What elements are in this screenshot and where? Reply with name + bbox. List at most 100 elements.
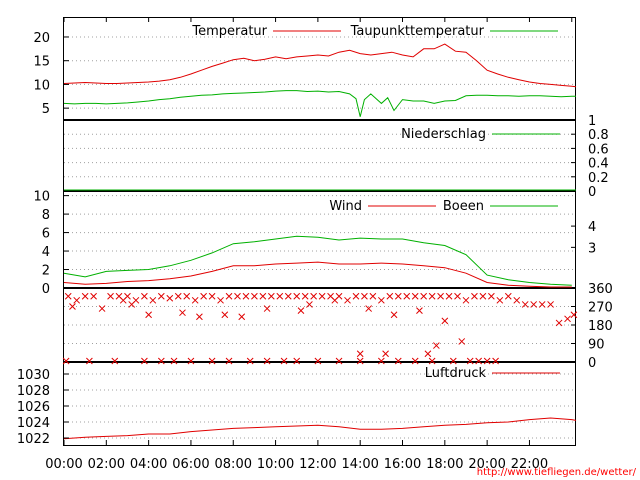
wind_direction-point bbox=[424, 350, 432, 358]
wind_direction-point bbox=[141, 357, 148, 365]
x-tick-label: 04:00 bbox=[130, 457, 167, 472]
wind_direction-point bbox=[81, 292, 89, 300]
wind_direction-point bbox=[98, 305, 106, 312]
wind_direction-point bbox=[128, 301, 136, 308]
wind_direction-point bbox=[365, 305, 373, 312]
wind_direction-point bbox=[225, 357, 233, 365]
wind_direction-point bbox=[73, 296, 81, 304]
x-tick-label: 16:00 bbox=[384, 457, 421, 472]
wind_direction-point bbox=[471, 292, 478, 300]
wind_direction-y-tick-label: 180 bbox=[588, 319, 613, 334]
wind_direction-point bbox=[394, 357, 402, 365]
x-tick-label: 14:00 bbox=[341, 457, 378, 472]
wind_direction-y-tick-label: 360 bbox=[588, 282, 613, 297]
wind_direction-point bbox=[437, 292, 444, 300]
wind-y-tick-label: 4 bbox=[42, 245, 50, 260]
wind_direction-point bbox=[433, 342, 440, 349]
wind_direction-point bbox=[416, 307, 423, 314]
series-layer bbox=[62, 43, 578, 440]
wind_direction-point bbox=[390, 311, 398, 319]
x-tick-label: 22:00 bbox=[511, 457, 548, 472]
wind_direction-point bbox=[69, 303, 76, 310]
wind_direction-point bbox=[378, 296, 385, 304]
x-tick-label: 02:00 bbox=[88, 457, 125, 472]
temperature-y-tick-label: 15 bbox=[33, 55, 50, 70]
temperature-y-tick-label: 20 bbox=[33, 31, 50, 46]
precipitation-y-tick-label: 0.8 bbox=[588, 128, 609, 143]
x-tick-label: 18:00 bbox=[426, 457, 463, 472]
wind_direction-point bbox=[454, 292, 461, 300]
wind_direction-point bbox=[183, 292, 191, 300]
wind-series-1-line bbox=[63, 261, 572, 288]
wind_direction-point bbox=[555, 319, 563, 327]
wind_direction-point bbox=[111, 357, 119, 365]
wind_direction-point bbox=[394, 292, 402, 300]
precipitation-legend-label: Niederschlag bbox=[401, 127, 486, 142]
wind_direction-point bbox=[174, 292, 182, 300]
wind_direction-y-tick-label: 0 bbox=[588, 356, 596, 371]
wind_direction-point bbox=[411, 292, 419, 300]
wind_direction-point bbox=[331, 296, 339, 304]
pressure-y-tick-label: 1030 bbox=[17, 368, 50, 383]
wind_direction-point bbox=[382, 350, 389, 358]
wind_direction-point bbox=[492, 357, 499, 365]
wind_direction-point bbox=[179, 309, 186, 317]
wind_direction-point bbox=[221, 311, 229, 319]
wind_direction-point bbox=[403, 292, 411, 300]
wind_direction-point bbox=[166, 294, 174, 302]
wind_direction-point bbox=[479, 292, 487, 300]
grid-layer bbox=[64, 36, 576, 439]
wind_direction-point bbox=[246, 357, 254, 365]
wind_direction-y-tick-label: 270 bbox=[588, 301, 613, 316]
wind_direction-y-tick-label: 90 bbox=[588, 338, 605, 353]
wind_direction-point bbox=[513, 296, 521, 304]
wind_direction-point bbox=[107, 292, 114, 300]
wind-y-tick-label: 0 bbox=[42, 282, 50, 297]
wind_direction-point bbox=[64, 292, 72, 300]
pressure-y-tick-label: 1028 bbox=[17, 384, 50, 399]
wind_direction-point bbox=[293, 292, 301, 300]
wind_direction-point bbox=[170, 357, 178, 365]
wind_direction-point bbox=[157, 357, 165, 365]
wind_direction-point bbox=[378, 357, 385, 365]
x-tick-label: 06:00 bbox=[172, 457, 209, 472]
wind_direction-point bbox=[284, 292, 292, 300]
temperature-series-2-line bbox=[63, 90, 576, 117]
wind_direction-point bbox=[458, 338, 466, 345]
wind_direction-point bbox=[356, 350, 364, 358]
wind_direction-point bbox=[225, 292, 233, 300]
wind_direction-point bbox=[386, 292, 394, 300]
wind_direction-point bbox=[428, 292, 436, 300]
wind_direction-point bbox=[187, 357, 195, 365]
wind_direction-point bbox=[267, 292, 275, 300]
wind_direction-point bbox=[369, 292, 377, 300]
wind_direction-point bbox=[475, 357, 483, 365]
wind-right-tick-label: 4 bbox=[588, 220, 596, 235]
wind_direction-point bbox=[352, 292, 360, 300]
precipitation-y-tick-label: 1 bbox=[588, 114, 596, 129]
wind-legend-label: Boeen bbox=[443, 199, 484, 214]
wind_direction-point bbox=[234, 292, 241, 300]
wind_direction-point bbox=[547, 301, 554, 308]
wind_direction-point bbox=[238, 313, 246, 321]
wind_direction-point bbox=[191, 296, 199, 304]
wind_direction-point bbox=[466, 357, 474, 365]
wind_direction-point bbox=[445, 292, 453, 300]
x-tick-label: 08:00 bbox=[215, 457, 252, 472]
wind_direction-point bbox=[521, 301, 529, 308]
wind_direction-point bbox=[530, 301, 538, 308]
wind_direction-point bbox=[280, 357, 288, 365]
wind_direction-point bbox=[483, 357, 491, 365]
wind_direction-point bbox=[356, 357, 364, 365]
wind_direction-point bbox=[301, 292, 309, 300]
wind_direction-point bbox=[200, 292, 207, 300]
credit-link[interactable]: http://www.tiefliegen.de/wetter/ bbox=[477, 467, 637, 478]
wind-series-2-line bbox=[63, 235, 572, 286]
x-tick-label: 20:00 bbox=[468, 457, 505, 472]
temperature-y-tick-label: 5 bbox=[42, 102, 50, 117]
wind_direction-point bbox=[208, 357, 216, 365]
temperature-y-tick-label: 10 bbox=[33, 78, 50, 93]
wind_direction-point bbox=[496, 296, 504, 304]
wind_direction-point bbox=[149, 296, 157, 304]
legend-layer: Temperatur Taupunkttemperatur Niederschlag… bbox=[191, 24, 560, 381]
